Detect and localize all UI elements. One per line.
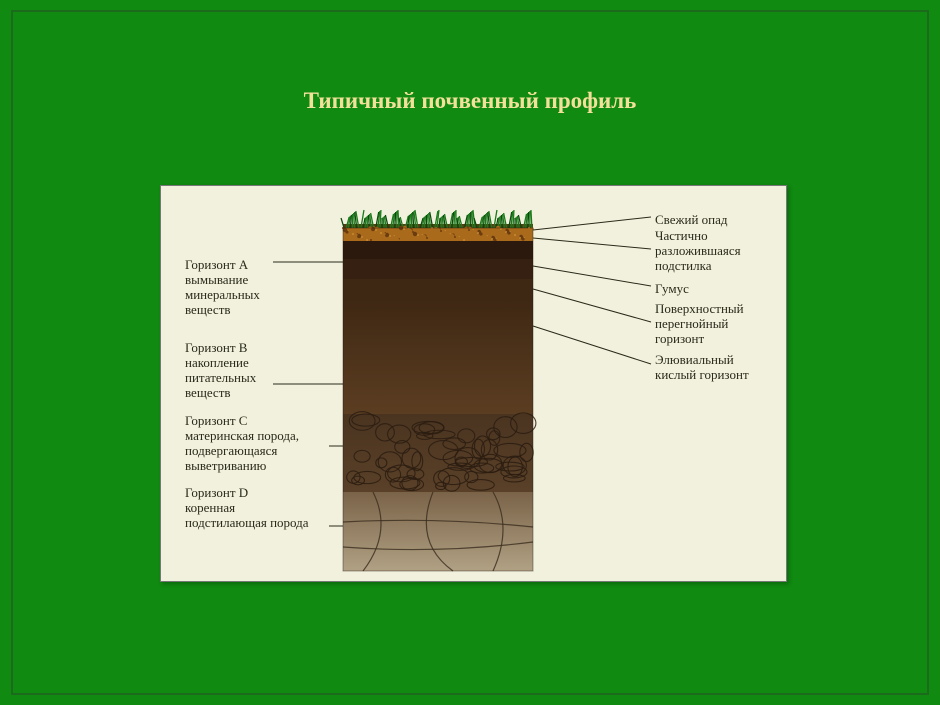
slide: Типичный почвенный профиль Свежий опадЧа…: [0, 0, 940, 705]
label-r4: Поверхностный перегнойный горизонт: [655, 302, 744, 347]
label-r3: Гумус: [655, 282, 689, 297]
label-r2: Частично разложившаяся подстилка: [655, 229, 741, 274]
label-l4: Горизонт D коренная подстилающая порода: [185, 486, 309, 531]
slide-title: Типичный почвенный профиль: [0, 88, 940, 114]
diagram-panel: Свежий опадЧастично разложившаяся подсти…: [160, 185, 787, 582]
soil-column: [341, 210, 536, 571]
label-r5: Элювиальный кислый горизонт: [655, 353, 749, 383]
label-r1: Свежий опад: [655, 213, 728, 228]
label-l3: Горизонт С материнская порода, подвергаю…: [185, 414, 299, 474]
label-l1: Горизонт А вымывание минеральных веществ: [185, 258, 260, 318]
label-l2: Горизонт В накопление питательных вещест…: [185, 341, 256, 401]
